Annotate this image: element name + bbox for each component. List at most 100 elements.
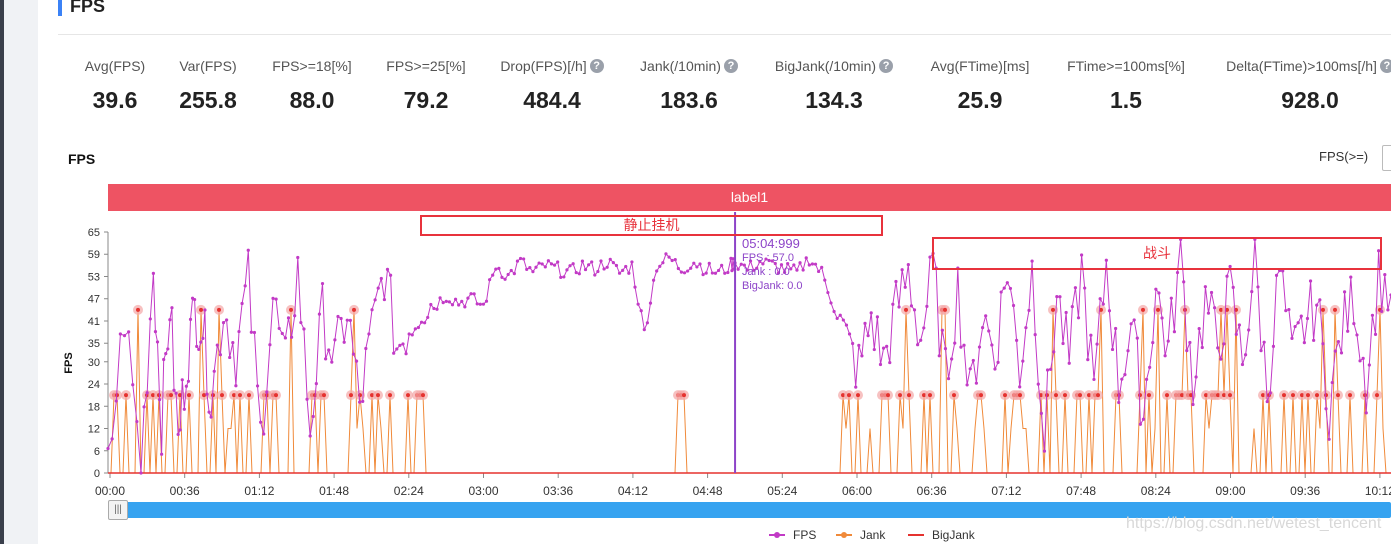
help-icon[interactable]: ?	[723, 59, 738, 73]
jank-point	[187, 393, 191, 398]
fps-point	[293, 314, 297, 318]
legend-fps[interactable]: FPS	[769, 528, 816, 542]
fps-filter-input[interactable]	[1382, 145, 1391, 171]
fps-point	[651, 278, 656, 282]
fps-point	[1166, 339, 1170, 343]
app-sidebar-edge	[0, 0, 38, 544]
fps-point	[577, 272, 581, 276]
fps-point	[221, 321, 226, 325]
jank-point	[124, 393, 128, 398]
fps-point	[299, 320, 303, 325]
fps-point	[549, 262, 554, 266]
fps-point	[528, 266, 532, 270]
fps-point	[770, 259, 774, 263]
x-tick-label: 04:48	[693, 484, 723, 498]
stat-label-text: FTime>=100ms[%]	[1067, 58, 1185, 74]
fps-point	[1312, 338, 1316, 342]
fps-point	[432, 306, 436, 311]
fps-point	[633, 285, 637, 289]
fps-point	[1339, 351, 1344, 355]
fps-point	[568, 264, 572, 268]
fps-point	[237, 329, 241, 334]
stat-label-text: Delta(FTime)>100ms[/h]	[1226, 58, 1377, 74]
fps-point	[537, 261, 541, 265]
fps-point	[645, 321, 649, 325]
fps-point	[869, 311, 873, 315]
fps-point	[203, 308, 207, 312]
stat-value: 25.9	[957, 87, 1003, 113]
jank-point	[1282, 393, 1286, 398]
fps-point	[1073, 286, 1078, 290]
jank-point	[1216, 393, 1220, 398]
fps-point	[324, 357, 328, 361]
jank-point	[1018, 393, 1022, 398]
fps-point	[1185, 349, 1189, 353]
time-range-slider[interactable]	[108, 502, 1391, 518]
fps-point	[453, 297, 458, 301]
slider-handle[interactable]: |||	[108, 500, 128, 520]
fps-point	[228, 355, 232, 360]
fps-point	[1042, 449, 1047, 453]
jank-point	[136, 307, 140, 312]
label-band[interactable]: label1	[108, 184, 1391, 211]
fps-point	[1144, 377, 1149, 381]
fps-point	[364, 346, 368, 351]
fps-point	[314, 382, 318, 386]
fps-point	[195, 344, 199, 349]
fps-point	[1250, 290, 1254, 294]
fps-point	[1114, 326, 1118, 331]
fps-point	[404, 352, 408, 356]
y-tick-label: 65	[88, 227, 100, 239]
fps-point	[925, 304, 929, 308]
fps-point	[1222, 342, 1226, 346]
jank-point	[247, 393, 251, 398]
help-icon[interactable]: ?	[589, 59, 604, 73]
fps-point	[810, 262, 815, 266]
legend-bigjank[interactable]: BigJank	[908, 528, 975, 542]
jank-point	[1051, 307, 1055, 312]
fps-point	[984, 314, 988, 318]
fps-point	[987, 329, 991, 333]
fps-point	[1083, 286, 1087, 290]
fps-point	[1206, 311, 1211, 315]
fps-point	[1110, 347, 1115, 352]
x-tick-label: 08:24	[1141, 484, 1171, 498]
fps-point	[844, 323, 849, 327]
fps-point	[639, 309, 643, 313]
fps-point	[305, 397, 309, 401]
y-tick-label: 18	[88, 401, 100, 413]
fps-point	[180, 378, 184, 382]
fps-point	[866, 334, 870, 338]
fps-point	[974, 381, 978, 385]
fps-point	[1011, 303, 1016, 308]
fps-point	[1002, 286, 1006, 290]
fps-point	[602, 267, 606, 271]
fps-point	[460, 299, 464, 303]
fps-point	[937, 354, 941, 358]
stat-0: Avg(FPS) 39.6	[25, 58, 205, 114]
help-icon[interactable]: ?	[1379, 59, 1391, 73]
fps-point	[922, 326, 926, 330]
stat-2: FPS>=18[%] 88.0	[222, 58, 402, 114]
fps-point	[286, 316, 291, 320]
fps-point	[494, 267, 498, 271]
help-icon[interactable]: ?	[879, 59, 894, 73]
jank-point	[169, 393, 173, 398]
fps-point	[348, 318, 352, 322]
fps-point	[475, 302, 479, 306]
fps-point	[1197, 327, 1201, 331]
legend-jank[interactable]: Jank	[836, 528, 885, 542]
jank-point	[1054, 393, 1058, 398]
fps-point	[1163, 354, 1167, 358]
y-axis-label: FPS	[63, 352, 75, 373]
jank-point	[178, 393, 182, 398]
fps-point	[854, 385, 858, 389]
fps-point	[205, 392, 209, 396]
watermark: https://blog.csdn.net/wetest_tencent	[1126, 515, 1382, 532]
stat-label: Var(FPS)	[118, 58, 298, 74]
jank-point	[1336, 393, 1340, 398]
jank-point	[1261, 393, 1265, 398]
jank-point	[406, 393, 410, 398]
jank-point	[1375, 393, 1379, 398]
